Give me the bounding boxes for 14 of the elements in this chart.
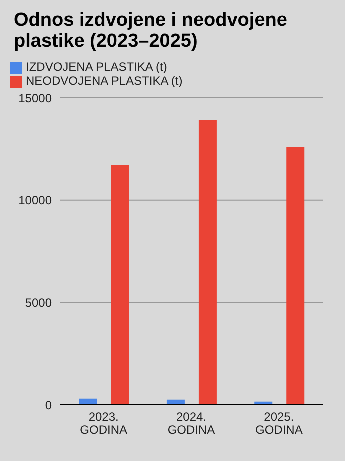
bar xyxy=(198,120,217,405)
y-tick-label: 15000 xyxy=(18,91,52,106)
bar xyxy=(111,166,130,405)
y-tick-label: 0 xyxy=(45,398,52,412)
bar xyxy=(286,147,305,405)
legend-label: IZDVOJENA PLASTIKA (t) xyxy=(26,60,168,74)
x-tick-label: 2025. GODINA xyxy=(255,410,303,437)
x-tick-label: 2023. GODINA xyxy=(80,410,128,437)
chart-title: Odnos izdvojene i neodvojene plastike (2023–2025) xyxy=(13,9,288,52)
bar xyxy=(79,398,98,405)
y-tick-label: 10000 xyxy=(18,194,52,208)
y-tick-label: 5000 xyxy=(25,296,52,310)
x-tick-label: 2024. GODINA xyxy=(168,410,216,437)
legend-label: NEODVOJENA PLASTIKA (t) xyxy=(26,74,183,88)
